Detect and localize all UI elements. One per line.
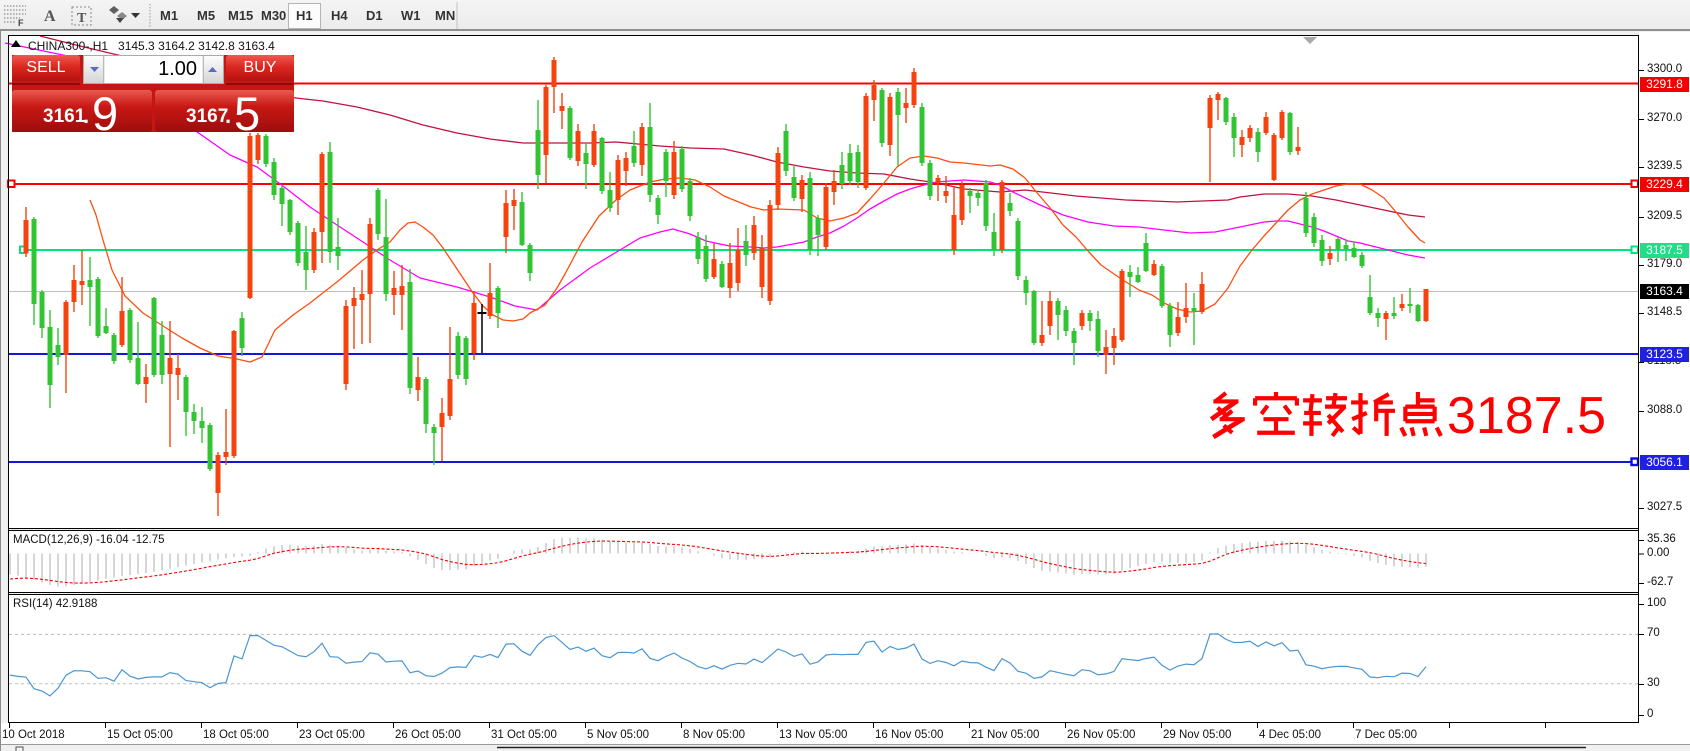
svg-text:T: T: [77, 11, 87, 26]
svg-text:F: F: [18, 18, 24, 28]
svg-text:A: A: [44, 8, 56, 25]
svg-text:3187.5: 3187.5: [1447, 387, 1606, 445]
